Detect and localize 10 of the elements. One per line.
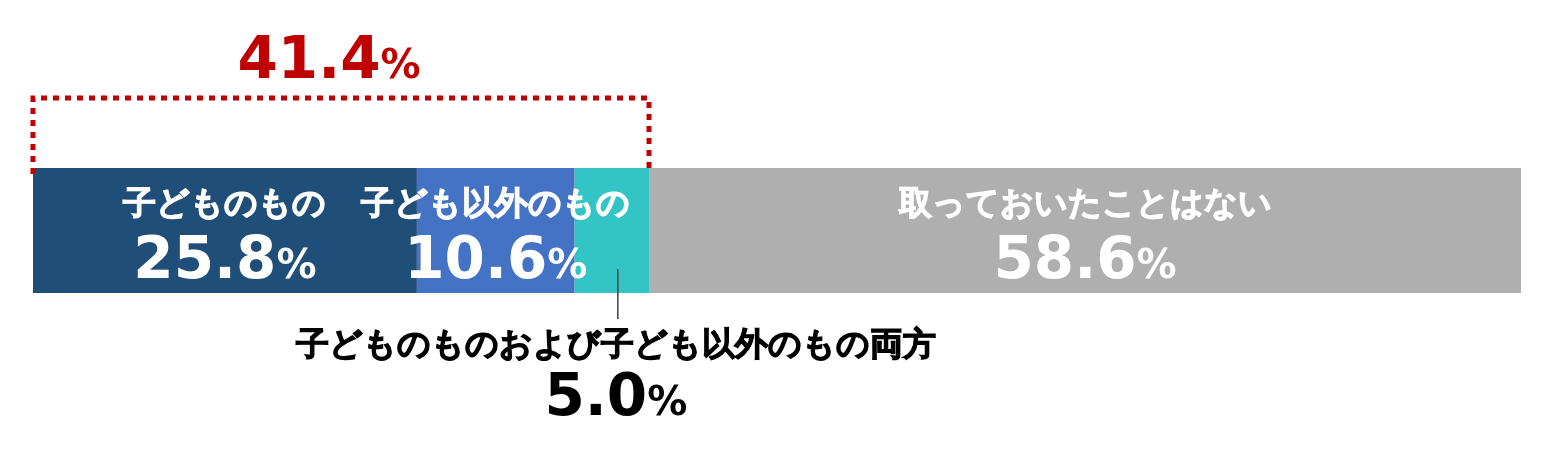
series-label: 子どものもの: [122, 183, 327, 222]
series-label: 子どものものおよび子ども以外のもの両方: [294, 324, 936, 363]
bar: [649, 168, 1521, 293]
series-label: 子ども以外のもの: [360, 183, 631, 222]
data-label: 5.0%: [544, 361, 688, 429]
data-label: 58.6%: [993, 224, 1177, 292]
series-label: 取っておいたことはない: [897, 183, 1272, 222]
data-label: 25.8%: [133, 224, 317, 292]
text: 41.4%: [237, 24, 421, 92]
data-label: 10.6%: [404, 224, 588, 292]
